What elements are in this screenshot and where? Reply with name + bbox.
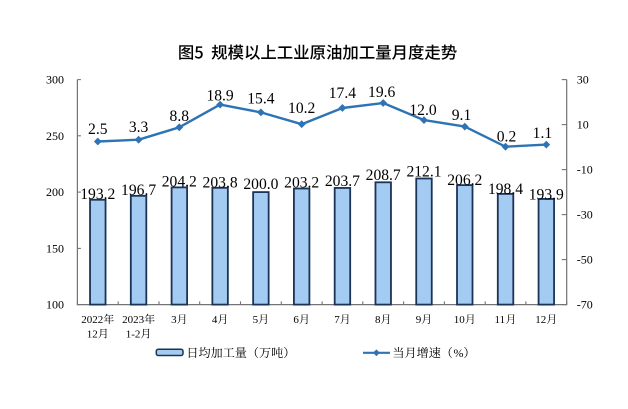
svg-text:3.3: 3.3 <box>129 119 149 136</box>
svg-text:200.0: 200.0 <box>243 176 278 193</box>
svg-text:%: % <box>454 346 464 360</box>
svg-text:2.5: 2.5 <box>88 121 108 138</box>
svg-text:212.1: 212.1 <box>406 163 441 180</box>
svg-text:1-2: 1-2 <box>126 329 141 341</box>
svg-text:300: 300 <box>46 73 64 87</box>
svg-text:7: 7 <box>334 314 340 326</box>
svg-text:12: 12 <box>535 314 546 326</box>
svg-text:4: 4 <box>212 314 218 326</box>
svg-text:204.2: 204.2 <box>162 174 197 191</box>
svg-text:208.7: 208.7 <box>366 167 401 184</box>
svg-text:30: 30 <box>577 73 589 87</box>
svg-text:3: 3 <box>171 314 177 326</box>
svg-text:193.2: 193.2 <box>80 186 115 203</box>
svg-text:12.0: 12.0 <box>409 102 436 119</box>
svg-text:0.2: 0.2 <box>497 128 517 145</box>
svg-text:250: 250 <box>46 129 64 143</box>
svg-text:196.7: 196.7 <box>121 182 156 199</box>
svg-text:2023: 2023 <box>122 314 145 326</box>
svg-text:8: 8 <box>375 314 381 326</box>
svg-text:-10: -10 <box>577 163 593 177</box>
svg-text:17.4: 17.4 <box>329 85 356 102</box>
svg-text:200: 200 <box>46 185 64 199</box>
svg-text:100: 100 <box>46 298 64 312</box>
svg-text:2022: 2022 <box>81 314 103 326</box>
svg-text:203.7: 203.7 <box>325 173 360 190</box>
svg-text:-50: -50 <box>577 253 593 267</box>
svg-text:9: 9 <box>416 314 422 326</box>
svg-text:203.2: 203.2 <box>284 175 319 192</box>
svg-text:193.9: 193.9 <box>529 186 564 203</box>
svg-text:8.8: 8.8 <box>170 108 190 125</box>
svg-text:1.1: 1.1 <box>533 125 553 142</box>
svg-text:206.2: 206.2 <box>447 172 482 189</box>
svg-text:203.8: 203.8 <box>203 175 238 192</box>
svg-text:10.2: 10.2 <box>288 100 315 117</box>
svg-text:198.4: 198.4 <box>488 181 523 198</box>
svg-text:12: 12 <box>87 329 98 341</box>
svg-text:15.4: 15.4 <box>247 90 274 107</box>
svg-text:-30: -30 <box>577 208 593 222</box>
svg-text:19.6: 19.6 <box>368 84 395 101</box>
svg-text:11: 11 <box>495 314 506 326</box>
svg-text:-70: -70 <box>577 298 593 312</box>
svg-text:10: 10 <box>454 314 466 326</box>
svg-text:18.9: 18.9 <box>206 87 233 104</box>
svg-text:9.1: 9.1 <box>452 107 472 124</box>
svg-text:6: 6 <box>293 314 299 326</box>
svg-text:5: 5 <box>253 314 259 326</box>
svg-text:10: 10 <box>577 118 589 132</box>
svg-text:150: 150 <box>46 242 64 256</box>
